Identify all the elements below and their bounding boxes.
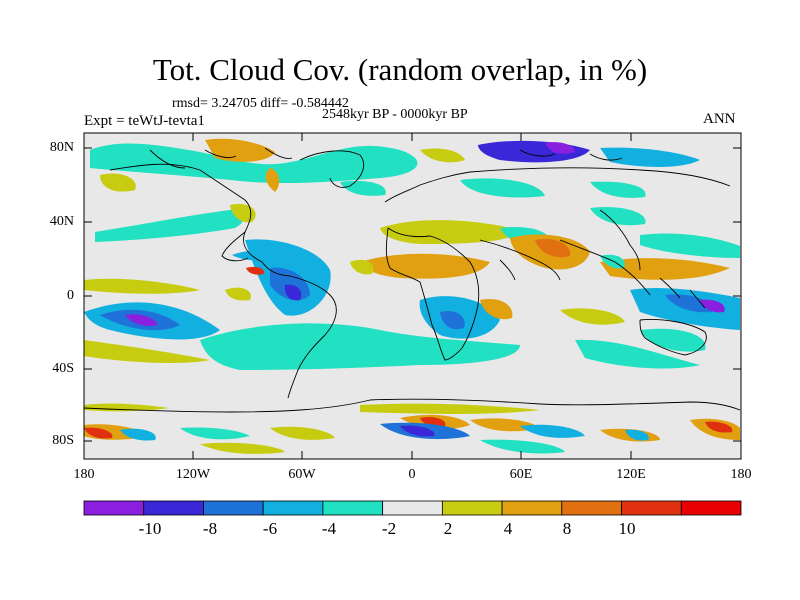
anomaly-region — [246, 266, 265, 275]
colorbar-swatch — [203, 500, 264, 516]
anomaly-region — [400, 425, 435, 437]
anomaly-region — [232, 250, 280, 261]
y-tick-label: 40S — [52, 361, 74, 376]
anomaly-region — [230, 203, 256, 223]
anomaly-region — [380, 220, 520, 244]
colorbar-label: -10 — [138, 519, 162, 538]
x-tick-label: 180 — [730, 467, 752, 482]
anomaly-region — [625, 429, 649, 441]
colorbar — [83, 500, 742, 516]
anomaly-region — [225, 287, 251, 301]
anomaly-region — [284, 284, 302, 301]
colorbar-swatch — [382, 500, 443, 516]
colorbar-label: 2 — [443, 519, 453, 538]
season-label: ANN — [703, 111, 736, 127]
anomaly-region — [545, 142, 575, 154]
anomaly-region — [520, 424, 585, 438]
colorbar-swatch — [441, 500, 503, 516]
colorbar-swatch — [143, 500, 204, 516]
x-tick-label: 180 — [73, 467, 95, 482]
colorbar-label: -6 — [262, 519, 278, 538]
anomaly-region — [360, 253, 490, 279]
anomaly-region — [480, 299, 513, 320]
x-tick-label: 120E — [616, 467, 646, 482]
chart-title: Tot. Cloud Cov. (random overlap, in %) — [152, 52, 648, 87]
anomaly-region — [205, 138, 275, 162]
anomaly-region — [535, 238, 571, 258]
colorbar-swatch — [561, 500, 622, 516]
anomaly-region — [440, 310, 465, 330]
anomaly-region — [350, 259, 374, 275]
anomaly-region — [95, 209, 245, 242]
x-tick-label: 0 — [408, 467, 416, 482]
anomaly-region — [180, 427, 250, 440]
anomaly-region — [200, 442, 285, 454]
anomaly-region — [420, 148, 465, 163]
colorbar-swatch — [262, 500, 324, 516]
y-tick-label: 80S — [52, 433, 74, 448]
anomaly-field — [84, 138, 741, 459]
x-tick-label: 60W — [288, 467, 316, 482]
stats-subtitle: rmsd= 3.24705 diff= -0.584442 — [172, 96, 349, 111]
anomaly-region — [590, 181, 646, 198]
x-tick-label: 120W — [175, 467, 211, 482]
anomaly-region — [600, 147, 700, 167]
coastlines — [84, 147, 741, 413]
anomaly-region — [125, 314, 158, 326]
anomaly-region — [560, 308, 625, 325]
colorbar-label: -4 — [321, 519, 337, 538]
anomaly-region — [640, 328, 706, 352]
colorbar-swatch — [322, 500, 384, 516]
period-subtitle: 2548kyr BP - 0000kyr BP — [322, 107, 468, 122]
colorbar-label: -2 — [381, 519, 397, 538]
anomaly-region — [84, 278, 200, 294]
anomaly-region — [84, 340, 210, 363]
anomaly-region — [100, 173, 136, 192]
axis-ticks — [83, 133, 742, 459]
anomaly-region — [705, 421, 733, 433]
colorbar-swatch — [83, 500, 145, 516]
anomaly-region — [640, 233, 740, 258]
anomaly-region — [700, 299, 725, 313]
anomaly-region — [360, 403, 540, 414]
colorbar-label: 8 — [562, 519, 572, 538]
colorbar-swatch — [680, 500, 742, 516]
anomaly-region — [590, 206, 646, 226]
anomaly-region — [460, 178, 545, 198]
anomaly-region — [120, 428, 156, 441]
anomaly-region — [90, 143, 418, 184]
colorbar-swatch — [501, 500, 563, 516]
anomaly-region — [575, 339, 700, 369]
colorbar-label: -8 — [202, 519, 218, 538]
anomaly-region — [270, 426, 335, 440]
anomaly-region — [480, 439, 565, 454]
experiment-label: Expt = teWtJ-tevta1 — [84, 113, 205, 129]
y-tick-label: 40N — [49, 214, 74, 229]
anomaly-region — [600, 258, 730, 280]
anomaly-region — [84, 403, 170, 412]
anomaly-region — [265, 168, 280, 192]
x-tick-label: 60E — [509, 467, 533, 482]
colorbar-label: 4 — [503, 519, 513, 538]
anomaly-region — [470, 418, 540, 432]
y-tick-label: 80N — [49, 140, 74, 155]
anomaly-region — [84, 427, 113, 439]
colorbar-label: 10 — [618, 519, 636, 538]
anomaly-region — [665, 294, 713, 313]
anomaly-region — [200, 323, 520, 370]
colorbar-swatch — [621, 500, 682, 516]
y-tick-label: 0 — [67, 288, 74, 303]
